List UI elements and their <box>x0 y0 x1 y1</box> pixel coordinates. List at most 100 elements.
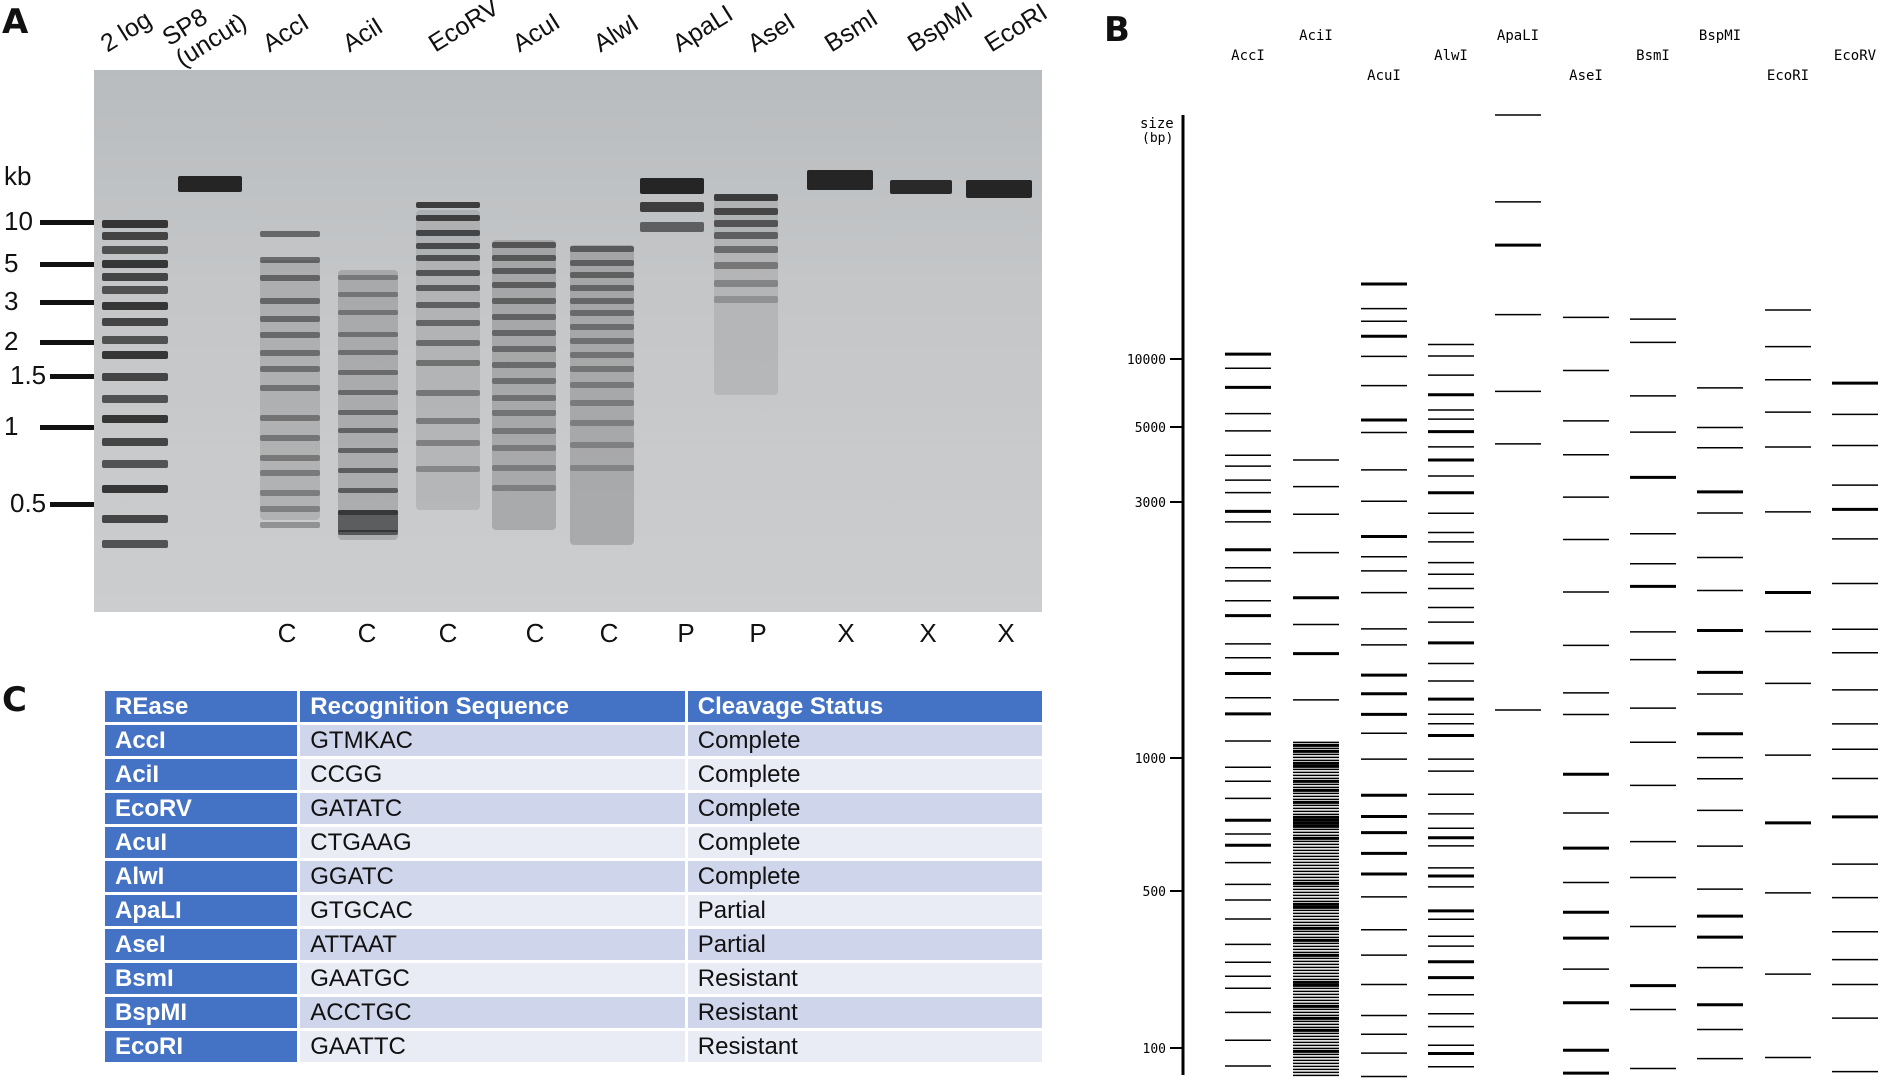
gel-band <box>102 273 168 281</box>
gel-band <box>570 442 634 448</box>
recognition-sequence-cell: GATATC <box>300 793 685 824</box>
gel-band <box>492 378 556 384</box>
table-row: EcoRI GAATTC Resistant <box>105 1031 1042 1062</box>
gel-band <box>102 438 168 446</box>
rease-name-cell: EcoRV <box>105 793 298 824</box>
recognition-sequence-cell: CCGG <box>300 759 685 790</box>
digest-lane-label: AccI <box>1231 48 1265 64</box>
cleavage-status-letter: C <box>438 618 458 648</box>
gel-band <box>260 385 320 391</box>
cleavage-status-cell: Complete <box>687 725 1042 756</box>
gel-lane-label: BsmI <box>819 3 883 58</box>
gel-band <box>416 466 480 472</box>
gel-band <box>714 262 778 269</box>
kb-marker-label: 5 <box>4 248 19 278</box>
gel-band <box>338 410 398 415</box>
cleavage-status-cell: Complete <box>687 759 1042 790</box>
gel-band <box>640 178 704 194</box>
rease-table: REase Recognition Sequence Cleavage Stat… <box>102 688 1045 1065</box>
gel-band <box>416 285 480 291</box>
rease-name-cell: EcoRI <box>105 1031 298 1062</box>
digest-lane-label: EcoRI <box>1767 68 1809 84</box>
gel-band <box>714 220 778 227</box>
cleavage-status-cell: Resistant <box>687 963 1042 994</box>
gel-band <box>570 400 634 406</box>
gel-band <box>492 282 556 288</box>
table-row: BspMI ACCTGC Resistant <box>105 997 1042 1028</box>
kb-marker-tick <box>40 300 94 305</box>
gel-band <box>416 302 480 308</box>
axis-tick-label: 3000 <box>1135 496 1166 511</box>
gel-lane-label: AcuI <box>507 7 565 58</box>
panel-c-label: C <box>2 680 27 720</box>
gel-lane-label: AccI <box>257 8 314 58</box>
gel-band <box>260 506 320 512</box>
gel-lane-label: SP8 (uncut) <box>157 2 252 73</box>
rease-name-cell: AlwI <box>105 861 298 892</box>
gel-band <box>260 470 320 476</box>
gel-lane-label: BspMI <box>902 0 978 58</box>
gel-band <box>260 275 320 281</box>
gel-band <box>714 296 778 303</box>
gel-band <box>102 485 168 493</box>
gel-band <box>260 332 320 338</box>
gel-band <box>492 362 556 368</box>
gel-band <box>338 448 398 453</box>
gel-band <box>338 275 398 280</box>
gel-band <box>492 445 556 451</box>
kb-marker-label: 2 <box>4 326 19 356</box>
table-row: AccI GTMKAC Complete <box>105 725 1042 756</box>
cleavage-status-cell: Partial <box>687 895 1042 926</box>
cleavage-status-cell: Partial <box>687 929 1042 960</box>
gel-band <box>807 170 873 190</box>
gel-smear <box>260 260 320 520</box>
table-row: AseI ATTAAT Partial <box>105 929 1042 960</box>
gel-band <box>570 272 634 278</box>
table-header-row: REase Recognition Sequence Cleavage Stat… <box>105 691 1042 722</box>
kb-marker-label: 1.5 <box>10 360 47 390</box>
gel-lane-label: EcoRV <box>423 0 505 58</box>
rease-name-cell: BsmI <box>105 963 298 994</box>
gel-smear <box>570 245 634 545</box>
gel-band <box>416 202 480 208</box>
gel-band <box>416 320 480 326</box>
recognition-sequence-cell: ACCTGC <box>300 997 685 1028</box>
gel-band <box>492 298 556 304</box>
gel-band <box>416 418 480 424</box>
digest-lane-label: AciI <box>1299 28 1333 44</box>
table-row: EcoRV GATATC Complete <box>105 793 1042 824</box>
table-header-cell: REase <box>105 691 298 722</box>
cleavage-status-letter: C <box>525 618 545 648</box>
gel-band <box>260 522 320 528</box>
gel-band <box>102 336 168 344</box>
gel-band <box>260 435 320 441</box>
gel-band <box>338 332 398 337</box>
gel-band <box>714 194 778 201</box>
gel-band <box>492 346 556 352</box>
gel-band <box>102 515 168 523</box>
gel-band <box>492 465 556 471</box>
gel-band <box>102 246 168 254</box>
gel-band <box>102 373 168 381</box>
gel-band <box>966 180 1032 198</box>
gel-band <box>570 324 634 330</box>
gel-band <box>102 351 168 359</box>
table-row: AlwI GGATC Complete <box>105 861 1042 892</box>
gel-band <box>570 420 634 426</box>
gel-band <box>416 270 480 276</box>
kb-marker-label: 10 <box>4 206 33 236</box>
gel-band <box>416 255 480 261</box>
gel-band <box>102 460 168 468</box>
gel-band <box>640 222 704 232</box>
digest-lane-label: BsmI <box>1636 48 1670 64</box>
gel-band <box>492 428 556 434</box>
gel-lane-label: AciI <box>337 12 388 58</box>
gel-band <box>338 530 398 535</box>
gel-band <box>416 360 480 366</box>
gel-band <box>492 485 556 491</box>
gel-band <box>492 395 556 401</box>
gel-band <box>102 540 168 548</box>
digest-lane-label: ApaLI <box>1497 28 1539 44</box>
axis-tick-label: 1000 <box>1135 752 1166 767</box>
gel-band <box>570 352 634 358</box>
